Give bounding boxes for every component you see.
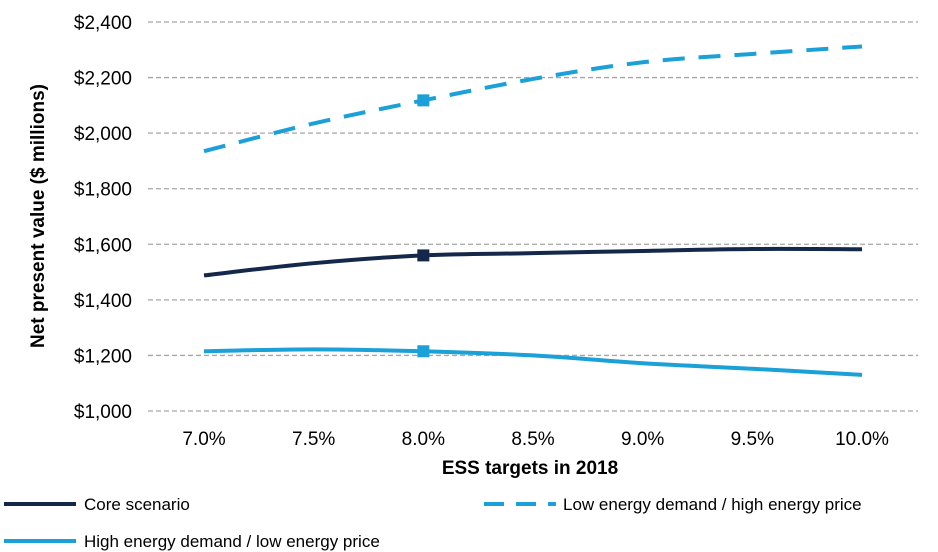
x-tick-label: 9.0%: [621, 429, 664, 450]
y-tick-label: $2,000: [74, 124, 132, 145]
x-axis-tick-labels: 7.0% 7.5% 8.0% 8.5% 9.0% 9.5% 10.0%: [182, 429, 889, 450]
legend-label-2: Low energy demand / high energy price: [563, 495, 862, 514]
series-line-1: [203, 246, 863, 278]
y-axis-tick-labels: $1,000 $1,200 $1,400 $1,600 $1,800 $2,000 $2,2…: [74, 13, 132, 423]
y-tick-label: $1,600: [74, 235, 132, 256]
y-tick-label: $1,200: [74, 346, 132, 367]
x-tick-label: 9.5%: [731, 429, 774, 450]
x-tick-label: 7.5%: [292, 429, 335, 450]
legend: Core scenario Low energy demand / high en…: [4, 495, 862, 551]
legend-label-1: Core scenario: [84, 495, 190, 514]
y-tick-label: $1,000: [74, 402, 132, 423]
series-markers: [417, 94, 430, 358]
series-line-2: [203, 44, 863, 154]
y-tick-label: $1,800: [74, 180, 132, 201]
series-lines: [203, 44, 863, 377]
x-axis-title: ESS targets in 2018: [442, 458, 618, 479]
series-marker-2: [417, 94, 430, 107]
x-tick-label: 10.0%: [835, 429, 889, 450]
series-marker-1: [417, 249, 430, 262]
y-tick-label: $2,200: [74, 69, 132, 90]
x-tick-label: 8.5%: [511, 429, 554, 450]
x-tick-label: 7.0%: [182, 429, 225, 450]
y-tick-label: $2,400: [74, 13, 132, 34]
x-tick-label: 8.0%: [402, 429, 445, 450]
y-axis-title: Net present value ($ millions): [28, 84, 49, 348]
legend-label-3: High energy demand / low energy price: [84, 532, 380, 551]
series-marker-3: [417, 345, 430, 358]
y-tick-label: $1,400: [74, 291, 132, 312]
series-line-3: [203, 347, 863, 377]
